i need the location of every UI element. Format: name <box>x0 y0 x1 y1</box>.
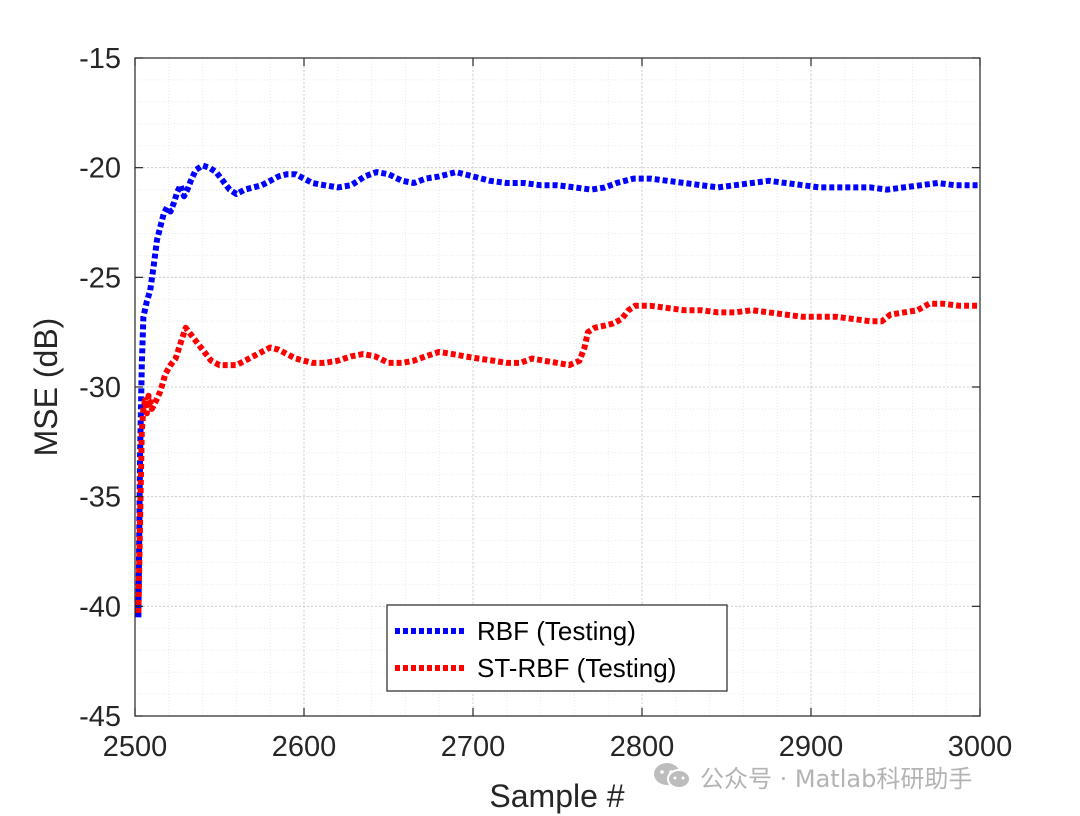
y-tick-label: -30 <box>79 372 121 404</box>
x-tick-label: 3000 <box>948 731 1013 763</box>
y-tick-label: -15 <box>79 43 121 75</box>
x-axis: 2500 2600 2700 2800 2900 3000 <box>103 58 1013 763</box>
legend: RBF (Testing) ST-RBF (Testing) <box>386 604 728 692</box>
y-tick-label: -25 <box>79 262 121 294</box>
x-axis-title: Sample # <box>489 778 624 814</box>
y-tick-label: -35 <box>79 482 121 514</box>
x-tick-label: 2600 <box>272 731 337 763</box>
y-axis: -15 -20 -25 -30 -35 -40 -45 <box>79 43 980 733</box>
series-line-rbf <box>135 162 980 618</box>
y-tick-label: -45 <box>79 701 121 733</box>
y-tick-label: -20 <box>79 153 121 185</box>
x-tick-label: 2700 <box>441 731 506 763</box>
series-layer <box>135 162 980 618</box>
legend-box <box>386 604 728 692</box>
legend-label-st-rbf: ST-RBF (Testing) <box>477 653 676 683</box>
watermark: 公众号 · Matlab科研助手 <box>652 758 972 794</box>
y-axis-title: MSE (dB) <box>28 318 64 457</box>
x-tick-label: 2800 <box>610 731 675 763</box>
x-tick-label: 2900 <box>779 731 844 763</box>
y-tick-label: -40 <box>79 591 121 623</box>
watermark-text: 公众号 · Matlab科研助手 <box>700 764 973 793</box>
wechat-icon <box>654 763 691 789</box>
legend-label-rbf: RBF (Testing) <box>477 616 636 646</box>
series-line-st-rbf <box>135 300 980 613</box>
x-tick-label: 2500 <box>103 731 168 763</box>
